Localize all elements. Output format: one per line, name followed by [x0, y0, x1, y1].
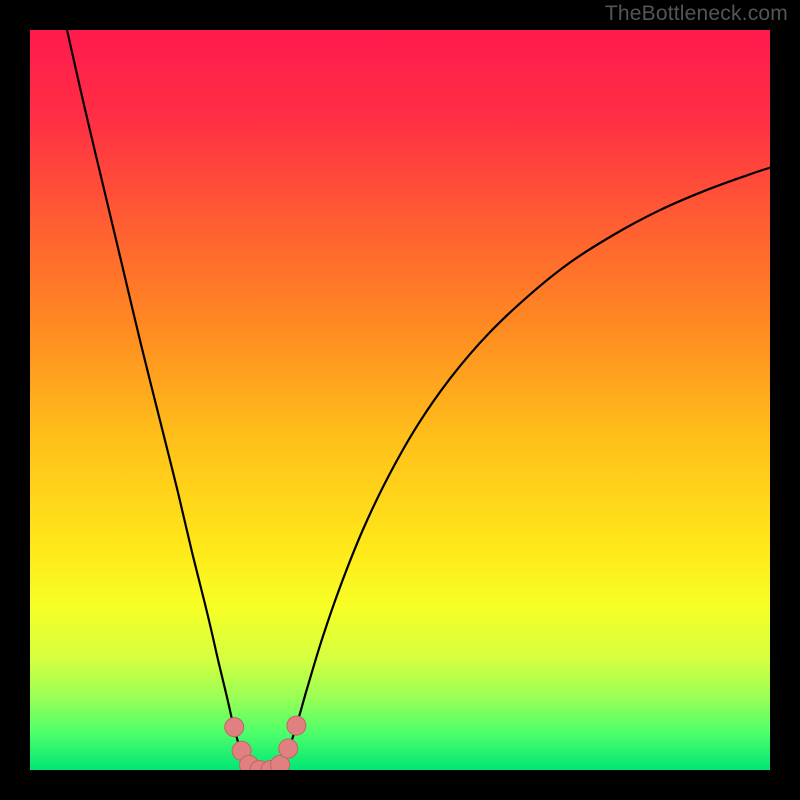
- data-marker: [287, 716, 306, 735]
- data-marker: [225, 718, 244, 737]
- stage: TheBottleneck.com: [0, 0, 800, 800]
- plot-background: [30, 30, 770, 770]
- data-marker: [279, 739, 298, 758]
- bottleneck-chart: [0, 0, 800, 800]
